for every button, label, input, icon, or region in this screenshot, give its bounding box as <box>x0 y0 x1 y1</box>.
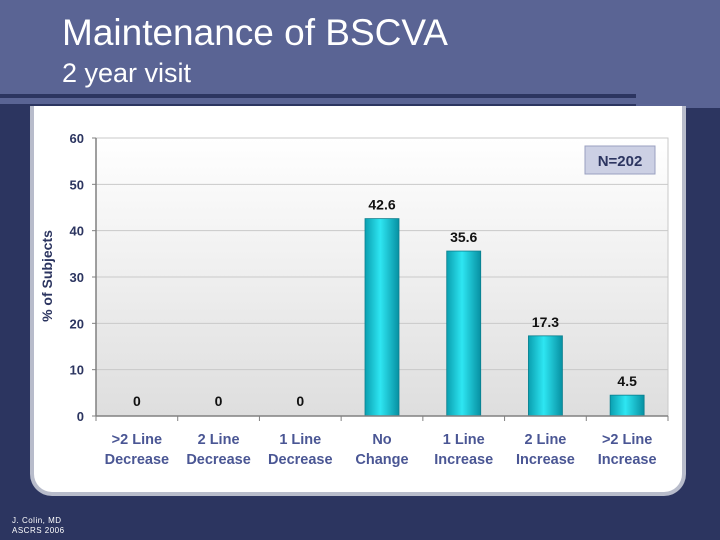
x-category-label: 2 Line <box>524 432 566 448</box>
slide-title: Maintenance of BSCVA <box>62 12 448 53</box>
credit: J. Colin, MD ASCRS 2006 <box>12 516 65 536</box>
x-category-label: 1 Line <box>443 432 485 448</box>
bar <box>528 335 563 417</box>
credit-author: J. Colin, MD <box>12 516 62 525</box>
x-category-label: 1 Line <box>279 432 321 448</box>
x-category-label: Increase <box>598 452 657 468</box>
bar-value-label: 42.6 <box>368 197 395 213</box>
x-category-label: >2 Line <box>602 432 652 448</box>
y-tick-label: 50 <box>70 177 84 192</box>
bar-value-label: 0 <box>296 393 304 409</box>
y-tick-label: 10 <box>70 363 84 378</box>
bar-value-label: 17.3 <box>532 314 559 330</box>
title-band <box>0 0 720 104</box>
bar-value-label: 0 <box>133 393 141 409</box>
y-tick-label: 20 <box>70 316 84 331</box>
bar-value-label: 35.6 <box>450 229 477 245</box>
x-category-label: No <box>372 432 391 448</box>
x-category-label: 2 Line <box>198 432 240 448</box>
x-category-label: Increase <box>516 452 575 468</box>
y-tick-label: 60 <box>70 131 84 146</box>
credit-event: ASCRS 2006 <box>12 526 65 535</box>
bar <box>364 218 400 417</box>
n-annotation-label: N=202 <box>598 153 643 170</box>
y-tick-label: 30 <box>70 270 84 285</box>
x-category-label: >2 Line <box>112 432 162 448</box>
n-annotation: N=202 <box>584 145 656 175</box>
x-category-label: Decrease <box>268 452 333 468</box>
y-tick-label: 0 <box>77 409 84 424</box>
bar <box>609 394 645 417</box>
slide-subtitle: 2 year visit <box>62 58 192 88</box>
x-category-label: Decrease <box>105 452 170 468</box>
title-divider <box>0 94 636 98</box>
bar <box>446 250 482 417</box>
y-axis-label: % of Subjects <box>39 230 55 322</box>
title-notch <box>636 94 720 108</box>
bar-value-label: 4.5 <box>617 373 637 389</box>
x-category-label: Change <box>355 452 408 468</box>
bar-value-label: 0 <box>215 393 223 409</box>
x-category-label: Decrease <box>186 452 251 468</box>
y-tick-label: 40 <box>70 224 84 239</box>
x-category-label: Increase <box>434 452 493 468</box>
